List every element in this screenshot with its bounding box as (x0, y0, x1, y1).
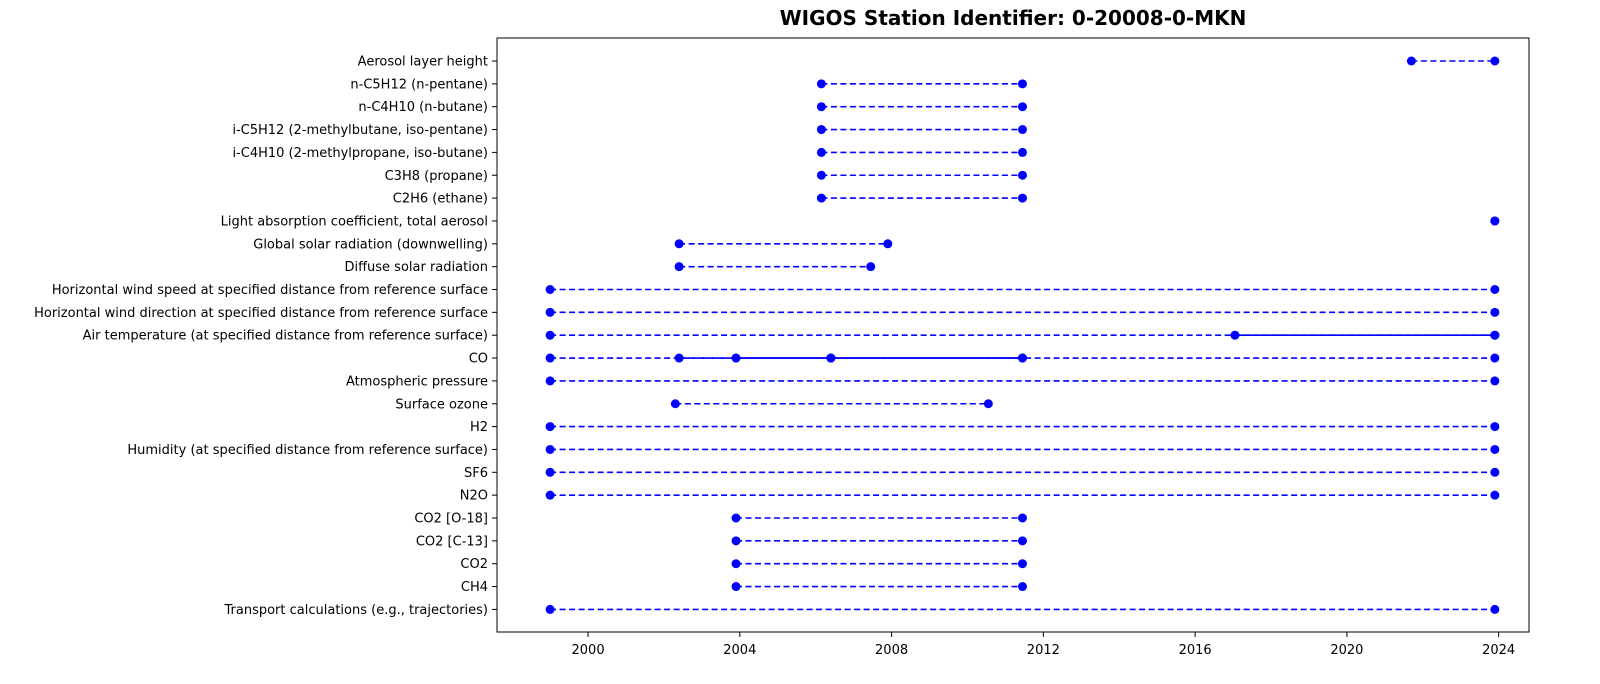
data-point (545, 376, 555, 386)
y-tick-label: Aerosol layer height (358, 55, 488, 70)
data-point (1406, 56, 1416, 66)
chart-marks (545, 56, 1500, 614)
data-point (1017, 102, 1027, 112)
data-point (1490, 353, 1500, 363)
y-tick-label: C3H8 (propane) (385, 169, 488, 184)
x-tick-label: 2012 (1027, 643, 1060, 658)
data-point (545, 604, 555, 614)
data-point (883, 239, 893, 249)
y-tick-label: i-C5H12 (2-methylbutane, iso-pentane) (232, 123, 488, 138)
y-tick-label: n-C4H10 (n-butane) (358, 100, 488, 115)
y-tick-label: n-C5H12 (n-pentane) (350, 77, 488, 92)
data-point (1017, 582, 1027, 592)
data-point (545, 285, 555, 294)
y-tick-label: Light absorption coefficient, total aero… (221, 214, 488, 229)
x-tick-label: 2024 (1482, 643, 1515, 658)
data-point (670, 399, 680, 409)
y-tick-label: Diffuse solar radiation (344, 260, 488, 275)
data-point (816, 102, 826, 112)
data-point (1490, 422, 1500, 432)
data-point (816, 79, 826, 89)
data-point (1490, 307, 1500, 317)
y-tick-label: Surface ozone (395, 397, 488, 412)
data-point (1017, 536, 1027, 546)
y-tick-label: Horizontal wind speed at specified dista… (52, 283, 488, 298)
data-point (731, 582, 741, 592)
data-point (731, 513, 741, 523)
x-tick-label: 2016 (1179, 643, 1212, 658)
data-point (1490, 604, 1500, 614)
data-point (1490, 216, 1500, 226)
x-axis: 2000 2004 2008 2012 2016 2020 2024 (572, 632, 1515, 658)
data-point (674, 353, 684, 363)
data-point (866, 262, 876, 272)
data-point (1017, 147, 1027, 157)
data-point (1017, 353, 1027, 363)
data-point (1017, 559, 1027, 569)
y-tick-label: C2H6 (ethane) (393, 192, 488, 207)
data-point (731, 536, 741, 546)
y-tick-label: CO2 [O-18] (414, 512, 488, 527)
y-tick-label: CO2 [C-13] (416, 534, 488, 549)
data-point (816, 125, 826, 135)
y-tick-label: CH4 (461, 580, 488, 595)
data-point (545, 307, 555, 317)
y-tick-label: Transport calculations (e.g., trajectori… (224, 603, 489, 618)
x-tick-label: 2020 (1330, 643, 1363, 658)
y-tick-label: N2O (460, 489, 488, 504)
data-point (816, 193, 826, 203)
data-point (983, 399, 993, 409)
data-point (826, 353, 836, 363)
x-tick-label: 2004 (723, 643, 756, 658)
y-tick-label: Atmospheric pressure (346, 374, 488, 389)
data-point (731, 559, 741, 569)
data-point (1017, 170, 1027, 180)
data-point (816, 170, 826, 180)
data-point (731, 353, 741, 363)
data-point (1490, 330, 1500, 340)
y-tick-label: CO (469, 352, 488, 367)
data-point (545, 444, 555, 454)
data-point (1490, 490, 1500, 500)
data-point (1017, 79, 1027, 89)
y-tick-label: Air temperature (at specified distance f… (83, 329, 488, 344)
data-point (1017, 513, 1027, 523)
y-axis: Aerosol layer height n-C5H12 (n-pentane) n… (34, 55, 497, 618)
data-point (816, 147, 826, 157)
data-point (545, 467, 555, 477)
data-point (674, 239, 684, 249)
y-tick-label: Global solar radiation (downwelling) (253, 237, 488, 252)
x-tick-label: 2000 (572, 643, 605, 658)
data-point (1490, 376, 1500, 386)
y-tick-label: i-C4H10 (2-methylpropane, iso-butane) (232, 146, 488, 161)
data-point (545, 422, 555, 432)
y-tick-label: Humidity (at specified distance from ref… (127, 443, 488, 458)
y-tick-label: H2 (470, 420, 488, 435)
plot-frame (496, 37, 1530, 633)
x-tick-label: 2008 (875, 643, 908, 658)
data-point (1490, 444, 1500, 454)
data-point (674, 262, 684, 272)
data-point (1230, 330, 1240, 340)
data-point (1490, 285, 1500, 294)
y-tick-label: CO2 (460, 557, 488, 572)
data-point (545, 353, 555, 363)
data-point (1490, 56, 1500, 66)
data-point (545, 490, 555, 500)
chart-title: WIGOS Station Identifier: 0-20008-0-MKN (780, 6, 1247, 30)
data-point (545, 330, 555, 340)
y-tick-label: Horizontal wind direction at specified d… (34, 306, 488, 321)
data-point (1017, 193, 1027, 203)
y-tick-label: SF6 (464, 466, 488, 481)
data-point (1490, 467, 1500, 477)
data-point (1017, 125, 1027, 135)
